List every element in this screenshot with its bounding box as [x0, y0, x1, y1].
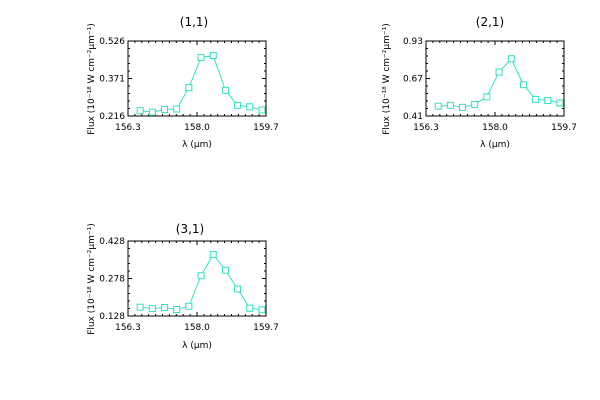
- data-point-marker: [136, 107, 144, 115]
- panel-title: (1,1): [180, 15, 208, 29]
- y-tick-label: 0.67: [403, 75, 423, 85]
- plot-frame: [127, 240, 267, 317]
- x-axis-label: λ (μm): [182, 341, 212, 351]
- data-point-marker: [556, 99, 564, 107]
- chart-marks: 156.3 158.0 159.7 0.41 0.67 0.93: [403, 37, 577, 133]
- plot-frame: [425, 40, 565, 117]
- y-tick-label: 0.278: [99, 275, 125, 285]
- plot-frame: [127, 40, 267, 117]
- panel-title: (3,1): [176, 222, 204, 236]
- chart-marks: 156.3 158.0 159.7 0.128 0.278 0.428: [99, 237, 279, 333]
- data-point-marker: [209, 52, 217, 60]
- data-point-marker: [221, 266, 229, 274]
- data-point-marker: [446, 101, 454, 109]
- y-axis-label: Flux (10⁻¹⁸ W cm⁻²μm⁻¹): [382, 23, 392, 135]
- data-point-marker: [519, 81, 527, 89]
- series-line: [140, 54, 263, 113]
- x-tick-label: 158.0: [184, 323, 210, 333]
- data-point-marker: [246, 304, 254, 312]
- chart-panel-2: (2,1) λ (μm) Flux (10⁻¹⁸ W cm⁻²μm⁻¹) 156…: [382, 15, 577, 150]
- data-point-marker: [544, 96, 552, 104]
- y-axis-label: Flux (10⁻¹⁸ W cm⁻²μm⁻¹): [87, 23, 97, 135]
- data-point-marker: [234, 285, 242, 293]
- data-point-marker: [209, 251, 217, 258]
- y-tick-label: 0.128: [99, 312, 125, 322]
- x-axis-label: λ (μm): [182, 140, 212, 150]
- data-point-marker: [483, 93, 491, 101]
- data-point-marker: [197, 272, 205, 280]
- data-point-marker: [507, 55, 515, 63]
- data-point-marker: [258, 106, 266, 114]
- data-point-marker: [459, 103, 467, 111]
- data-point-marker: [221, 86, 229, 94]
- y-tick-label: 0.371: [99, 75, 125, 85]
- data-point-marker: [185, 84, 193, 92]
- data-point-marker: [434, 102, 442, 110]
- data-point-marker: [495, 68, 503, 76]
- y-tick-label: 0.41: [403, 112, 423, 122]
- x-tick-label: 156.3: [115, 323, 141, 333]
- data-point-marker: [173, 306, 181, 313]
- data-point-marker: [471, 100, 479, 108]
- chart-marks: 156.3 158.0 159.7 0.216 0.371 0.526: [99, 37, 279, 133]
- y-tick-label: 0.216: [99, 112, 125, 122]
- data-point-marker: [258, 306, 266, 314]
- x-tick-label: 159.7: [551, 123, 577, 133]
- x-tick-label: 158.0: [184, 123, 210, 133]
- data-point-marker: [161, 105, 169, 113]
- y-tick-label: 0.428: [99, 237, 125, 247]
- x-axis-label: λ (μm): [480, 140, 510, 150]
- chart-panel-3: (3,1) λ (μm) Flux (10⁻¹⁸ W cm⁻²μm⁻¹) 156…: [87, 222, 279, 351]
- data-point-marker: [148, 305, 156, 312]
- x-tick-label: 159.7: [253, 123, 279, 133]
- y-tick-label: 0.93: [403, 37, 423, 47]
- data-point-marker: [136, 303, 144, 311]
- x-tick-label: 156.3: [115, 123, 141, 133]
- series-line: [438, 57, 561, 108]
- data-point-marker: [234, 101, 242, 109]
- series-line: [140, 253, 263, 311]
- x-tick-label: 156.3: [413, 123, 439, 133]
- panel-title: (2,1): [476, 15, 504, 29]
- data-point-marker: [197, 53, 205, 61]
- data-point-marker: [532, 95, 540, 103]
- data-point-marker: [148, 108, 156, 116]
- chart-panel-1: (1,1) λ (μm) Flux (10⁻¹⁸ W cm⁻²μm⁻¹) 156…: [87, 15, 279, 150]
- data-point-marker: [161, 304, 169, 311]
- data-point-marker: [185, 302, 193, 310]
- x-tick-label: 159.7: [253, 323, 279, 333]
- data-point-marker: [246, 103, 254, 111]
- y-axis-label: Flux (10⁻¹⁸ W cm⁻²μm⁻¹): [87, 223, 97, 335]
- x-tick-label: 158.0: [482, 123, 508, 133]
- y-tick-label: 0.526: [99, 37, 125, 47]
- data-point-marker: [173, 105, 181, 113]
